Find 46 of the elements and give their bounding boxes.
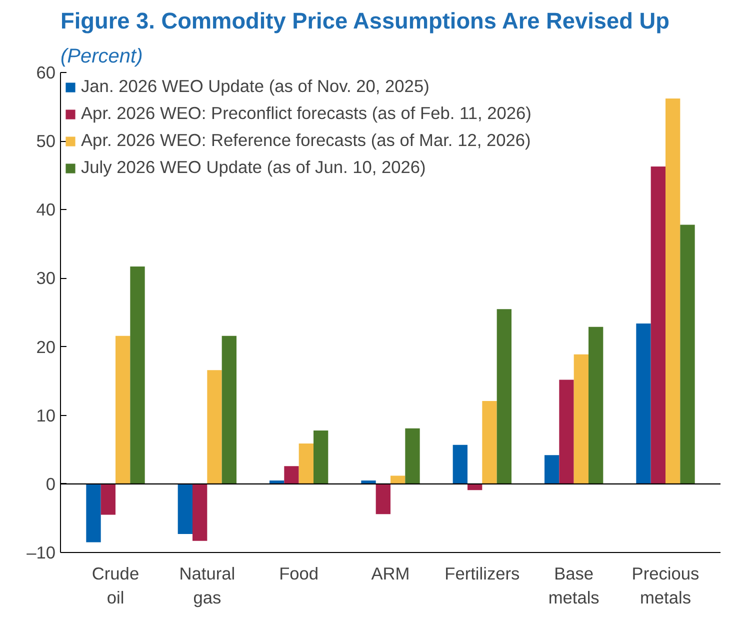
legend-label: Apr. 2026 WEO: Reference forecasts (as of Mar. 12, 2026) <box>81 130 531 151</box>
legend-label: Jan. 2026 WEO Update (as of Nov. 20, 2025) <box>81 76 430 97</box>
bar <box>650 166 666 484</box>
bar <box>588 326 604 484</box>
y-tick-label: 50 <box>36 131 56 152</box>
bar <box>574 354 588 484</box>
y-tick-label: –10 <box>26 542 56 562</box>
bar <box>405 428 420 484</box>
y-tick-label: 30 <box>36 268 56 288</box>
x-tick-label: Crude oil <box>92 564 140 608</box>
bar <box>192 484 208 541</box>
bar <box>86 484 101 542</box>
legend-label: Apr. 2026 WEO: Preconflict forecasts (as of Feb. 11, 2026) <box>81 103 532 124</box>
y-tick-label: 40 <box>36 200 56 220</box>
bar <box>680 224 695 484</box>
x-tick-label: Natural gas <box>179 564 236 608</box>
y-tick-label: 10 <box>36 405 56 426</box>
bar <box>390 476 406 484</box>
bar <box>544 455 560 484</box>
bar <box>314 430 328 484</box>
bar <box>376 484 390 514</box>
chart-title: Figure 3. Commodity Price Assumptions Are Revised Up <box>60 8 670 34</box>
x-tick-label: Precious metals <box>632 564 700 608</box>
y-tick-label: 20 <box>36 336 56 357</box>
bar <box>130 266 145 484</box>
chart-subtitle: (Percent) <box>60 46 143 68</box>
bar <box>100 484 116 515</box>
x-tick-label: Base metals <box>548 564 600 608</box>
bar <box>298 443 314 484</box>
bar <box>452 444 468 484</box>
bar <box>636 323 651 484</box>
bar <box>116 336 130 484</box>
bar <box>178 484 192 534</box>
legend-label: July 2026 WEO Update (as of Jun. 10, 2026) <box>81 157 426 178</box>
bar <box>207 370 222 484</box>
bar <box>496 309 512 484</box>
y-tick-label: 60 <box>36 62 56 82</box>
bar <box>559 380 574 484</box>
bar <box>482 400 497 484</box>
x-tick-label: ARM <box>371 564 410 584</box>
bar <box>666 98 680 484</box>
x-tick-label: Food <box>279 564 319 584</box>
bar <box>284 466 299 484</box>
bar <box>222 336 236 484</box>
x-tick-label: Fertilizers <box>444 564 520 584</box>
y-tick-label: 0 <box>46 474 56 494</box>
